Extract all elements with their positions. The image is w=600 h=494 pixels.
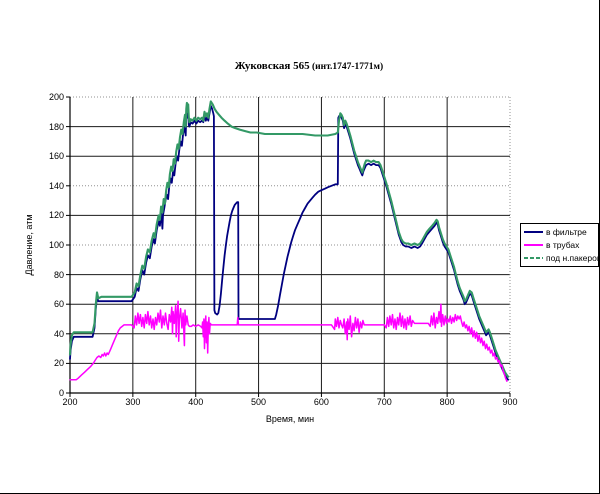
legend-item: в трубах <box>524 239 596 250</box>
x-axis-title: Время, мин <box>265 414 315 424</box>
legend-line-sample-tubing <box>524 243 543 246</box>
legend-label-tubing: в трубах <box>546 239 580 250</box>
y-tick-label: 20 <box>53 358 64 369</box>
legend: в фильтре в трубах под н.пакером <box>520 223 600 267</box>
x-tick-label: 800 <box>439 397 455 407</box>
x-tick-label: 300 <box>125 397 141 407</box>
y-tick-label: 0 <box>58 388 64 398</box>
series-line-1 <box>69 300 508 382</box>
y-tick-label: 140 <box>48 180 64 191</box>
x-tick-label: 200 <box>62 397 78 407</box>
y-tick-label: 80 <box>53 269 64 280</box>
y-tick-label: 100 <box>48 240 64 250</box>
x-tick-label: 400 <box>188 397 204 407</box>
legend-label-packer: под н.пакером <box>546 253 600 264</box>
y-tick-label: 40 <box>53 328 64 339</box>
legend-item: под н.пакером <box>524 253 600 264</box>
y-tick-label: 60 <box>53 299 64 310</box>
chart-title-main: Жуковская 565 <box>234 60 310 72</box>
series-line-0 <box>69 105 510 381</box>
legend-line-sample-filter <box>524 230 543 233</box>
chart-title-sub: (инт.1747-1771м) <box>309 62 384 72</box>
y-tick-label: 160 <box>48 151 64 162</box>
chart-title: Жуковская 565 (инт.1747-1771м) <box>0 56 600 74</box>
x-tick-label: 600 <box>313 397 329 407</box>
series-line-2 <box>68 100 510 378</box>
legend-line-sample-packer <box>524 257 543 260</box>
x-tick-label: 500 <box>251 397 267 407</box>
y-tick-label: 120 <box>48 210 64 221</box>
y-tick-label: 180 <box>48 121 64 132</box>
legend-item: в фильтре <box>524 226 596 237</box>
legend-label-filter: в фильтре <box>546 226 587 237</box>
x-tick-label: 900 <box>502 397 518 407</box>
x-tick-label: 700 <box>376 397 392 407</box>
y-tick-label: 200 <box>48 92 64 102</box>
